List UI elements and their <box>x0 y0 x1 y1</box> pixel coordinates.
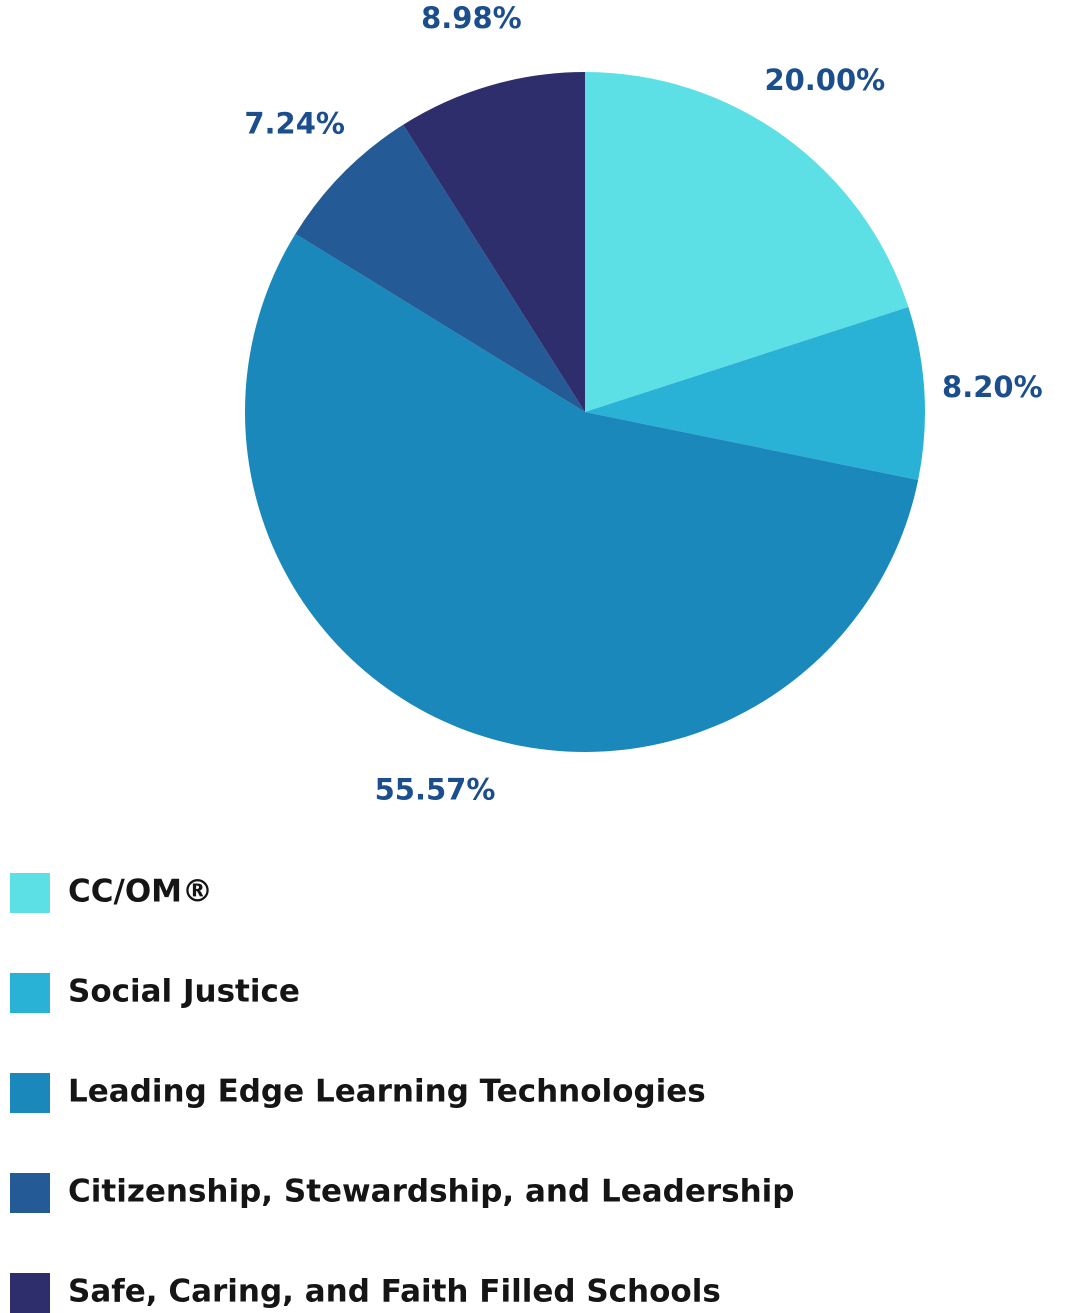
legend-swatch <box>10 1273 50 1313</box>
slice-label: 8.20% <box>942 370 1043 404</box>
pie-slice <box>585 306 926 480</box>
slice-label: 8.98% <box>421 1 522 35</box>
legend-label: Leading Edge Learning Technologies <box>68 1074 706 1110</box>
slice-label: 20.00% <box>764 63 885 97</box>
pie-slice <box>245 233 919 752</box>
legend-label: Citizenship, Stewardship, and Leadership <box>68 1174 795 1210</box>
slice-label: 55.57% <box>375 772 496 806</box>
legend-swatch <box>10 973 50 1013</box>
legend-swatch <box>10 873 50 913</box>
legend-label: Social Justice <box>68 974 300 1010</box>
legend-label: CC/OM® <box>68 874 213 910</box>
pie-slice <box>403 72 585 412</box>
legend-swatch <box>10 1073 50 1113</box>
legend-label: Safe, Caring, and Faith Filled Schools <box>68 1274 721 1310</box>
legend-swatch <box>10 1173 50 1213</box>
pie-slice <box>295 124 585 413</box>
pie-slice <box>585 72 909 412</box>
slice-label: 7.24% <box>244 106 345 140</box>
